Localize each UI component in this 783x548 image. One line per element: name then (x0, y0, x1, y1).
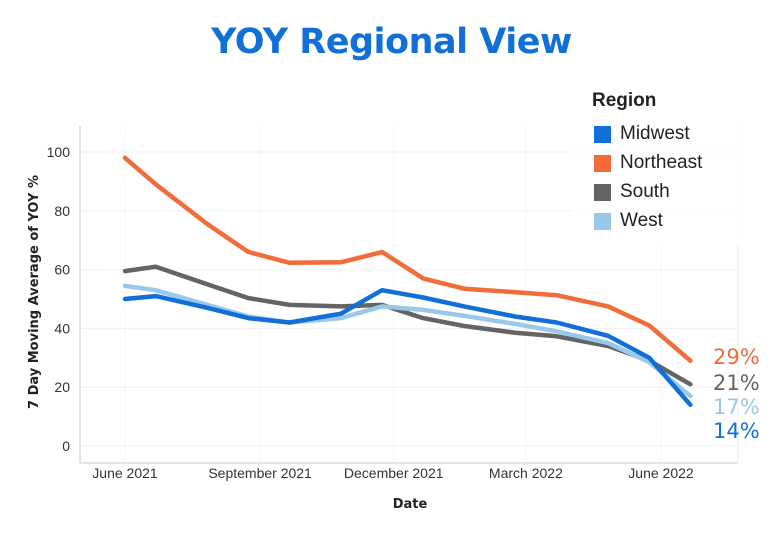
x-tick-label: June 2022 (628, 465, 694, 481)
x-tick-label: September 2021 (208, 465, 312, 481)
end-labels: 29%21%17%14% (713, 345, 760, 443)
legend: Region Midwest Northeast South West (572, 84, 748, 244)
end-label-midwest: 14% (713, 419, 760, 443)
legend-item-midwest[interactable]: Midwest (594, 122, 690, 146)
legend-label: West (620, 210, 663, 231)
y-tick-label: 100 (47, 144, 71, 160)
legend-item-northeast[interactable]: Northeast (594, 151, 702, 175)
y-axis-title: 7 Day Moving Average of YOY % (27, 175, 42, 409)
series-lines (122, 155, 693, 408)
y-tick-label: 0 (62, 438, 70, 454)
legend-swatch (594, 183, 611, 201)
series-line-northeast (122, 155, 693, 363)
y-tick-label: 60 (54, 262, 70, 278)
y-tick-label: 80 (54, 203, 70, 219)
legend-label: Northeast (620, 152, 703, 173)
x-tick-label: June 2021 (92, 465, 158, 481)
x-tick-label: March 2022 (489, 465, 563, 481)
y-tick-labels: 0 20 40 60 80 100 (47, 144, 71, 454)
legend-swatch (594, 212, 611, 230)
legend-swatch (594, 125, 611, 143)
legend-swatch (594, 154, 611, 172)
legend-title: Region (592, 90, 657, 111)
series-line-west (122, 283, 693, 399)
x-tick-labels: June 2021 September 2021 December 2021 Marc… (92, 465, 694, 481)
y-tick-label: 40 (54, 320, 70, 336)
legend-item-south[interactable]: South (594, 180, 670, 204)
x-tick-label: December 2021 (344, 465, 444, 481)
x-axis-title: Date (393, 497, 428, 512)
legend-item-west[interactable]: West (594, 209, 663, 233)
series-line-midwest (122, 287, 693, 408)
series-line-south (122, 264, 693, 387)
chart-title: YOY Regional View (211, 22, 572, 62)
end-label-west: 17% (713, 395, 760, 419)
legend-label: South (620, 181, 670, 202)
y-tick-label: 20 (54, 379, 70, 395)
legend-label: Midwest (620, 123, 690, 144)
end-label-south: 21% (713, 371, 760, 395)
end-label-northeast: 29% (713, 345, 760, 369)
